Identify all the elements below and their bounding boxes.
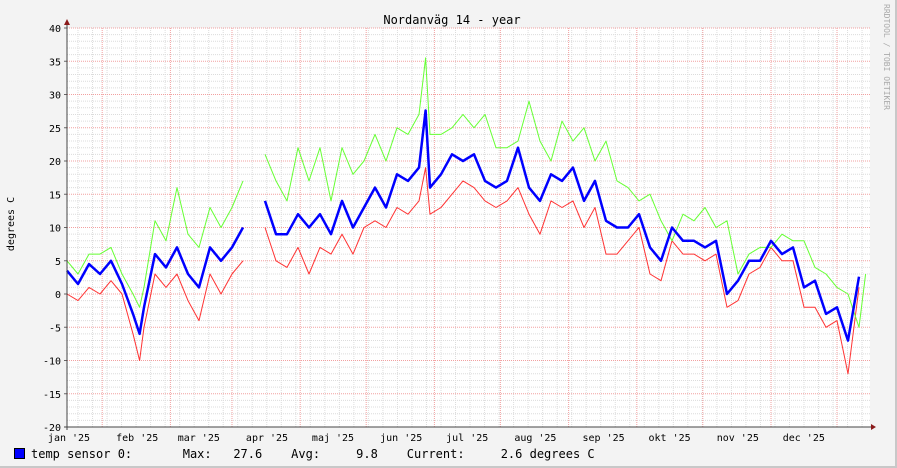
legend-max-label: Max: <box>182 447 212 461</box>
legend-label: temp sensor 0: <box>31 447 133 461</box>
watermark: RRDTOOL / TOBI OETIKER <box>882 4 891 110</box>
y-axis-label: degrees C <box>6 197 17 251</box>
y-tick-label: 15 <box>49 190 61 201</box>
legend-current-value: 2.6 <box>500 447 523 461</box>
legend-avg-value: 9.8 <box>356 447 378 461</box>
y-tick-label: -15 <box>43 390 61 401</box>
x-tick-label: nov '25 <box>717 433 759 444</box>
legend-current-label: Current: <box>406 447 465 461</box>
y-axis-arrow-icon <box>64 19 70 25</box>
plot-area <box>67 28 870 427</box>
y-tick-label: -5 <box>49 323 61 334</box>
series-line-temp-sensor-0 <box>66 109 861 342</box>
y-tick-label: 0 <box>55 290 61 301</box>
y-tick-label: 30 <box>49 91 61 102</box>
y-tick-label: 20 <box>49 157 61 168</box>
x-tick-label: maj '25 <box>312 433 354 444</box>
x-tick-label: jun '25 <box>380 433 422 444</box>
y-tick-label: -20 <box>43 423 61 434</box>
x-tick-label: aug '25 <box>514 433 556 444</box>
legend-avg-label: Avg: <box>291 447 321 461</box>
x-tick-label: feb '25 <box>116 433 158 444</box>
x-tick-label: jul '25 <box>446 433 488 444</box>
legend-swatch <box>14 448 25 459</box>
x-tick-label: okt '25 <box>649 433 691 444</box>
x-tick-label: apr '25 <box>246 433 288 444</box>
x-tick-label: jan '25 <box>48 433 90 444</box>
grid <box>67 27 870 428</box>
x-tick-label: dec '25 <box>783 433 825 444</box>
legend-unit: degrees C <box>529 447 595 461</box>
series-line-min <box>66 167 860 375</box>
y-tick-label: 35 <box>49 57 61 68</box>
x-tick-label: sep '25 <box>583 433 625 444</box>
y-tick-label: 10 <box>49 224 61 235</box>
chart-title: Nordanväg 14 - year <box>383 13 520 27</box>
series-group <box>66 57 867 375</box>
y-tick-label: -10 <box>43 357 61 368</box>
x-axis-arrow-icon <box>871 424 876 430</box>
x-tick-label: mar '25 <box>178 433 220 444</box>
y-tick-label: 5 <box>55 257 61 268</box>
legend: temp sensor 0: Max: 27.6 Avg: 9.8 Curren… <box>14 447 595 461</box>
y-tick-label: 40 <box>49 24 61 35</box>
axes: -20 -15 -10 -5 0 5 10 15 20 25 30 35 40 jan '25 feb '2… <box>43 19 876 444</box>
y-tick-label: 25 <box>49 124 61 135</box>
legend-max-value: 27.6 <box>233 447 263 461</box>
